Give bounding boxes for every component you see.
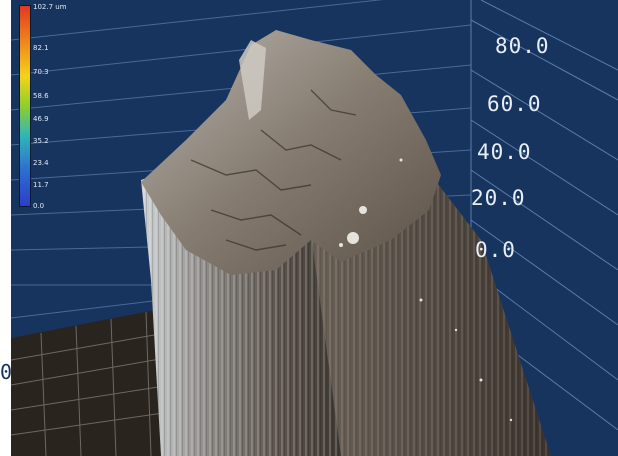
- 3d-viewport[interactable]: 102.7 um 82.1 70.3 58.6 46.9 35.2 23.4 1…: [11, 0, 618, 456]
- colorbar-label-max: 102.7 um: [33, 3, 67, 11]
- surface-scene[interactable]: [11, 0, 618, 456]
- height-colorbar: [19, 5, 31, 207]
- axis-tick-label: 40.0: [477, 140, 532, 164]
- colorbar-label: 11.7: [33, 181, 49, 189]
- colorbar-label: 35.2: [33, 137, 49, 145]
- edge-axis-glyph: 0: [0, 360, 14, 384]
- colorbar-label: 70.3: [33, 68, 49, 76]
- axis-tick-label: 20.0: [471, 186, 526, 210]
- surface-specimen[interactable]: [141, 30, 551, 456]
- floor-grid: [11, 305, 186, 456]
- colorbar-label: 82.1: [33, 44, 49, 52]
- colorbar-label: 23.4: [33, 159, 49, 167]
- colorbar-label: 58.6: [33, 92, 49, 100]
- axis-tick-label: 80.0: [495, 34, 550, 58]
- axis-tick-label: 0.0: [475, 238, 516, 262]
- colorbar-label-min: 0.0: [33, 202, 45, 210]
- axis-tick-label: 60.0: [487, 92, 542, 116]
- side-grid: [470, 0, 618, 431]
- colorbar-label: 46.9: [33, 115, 49, 123]
